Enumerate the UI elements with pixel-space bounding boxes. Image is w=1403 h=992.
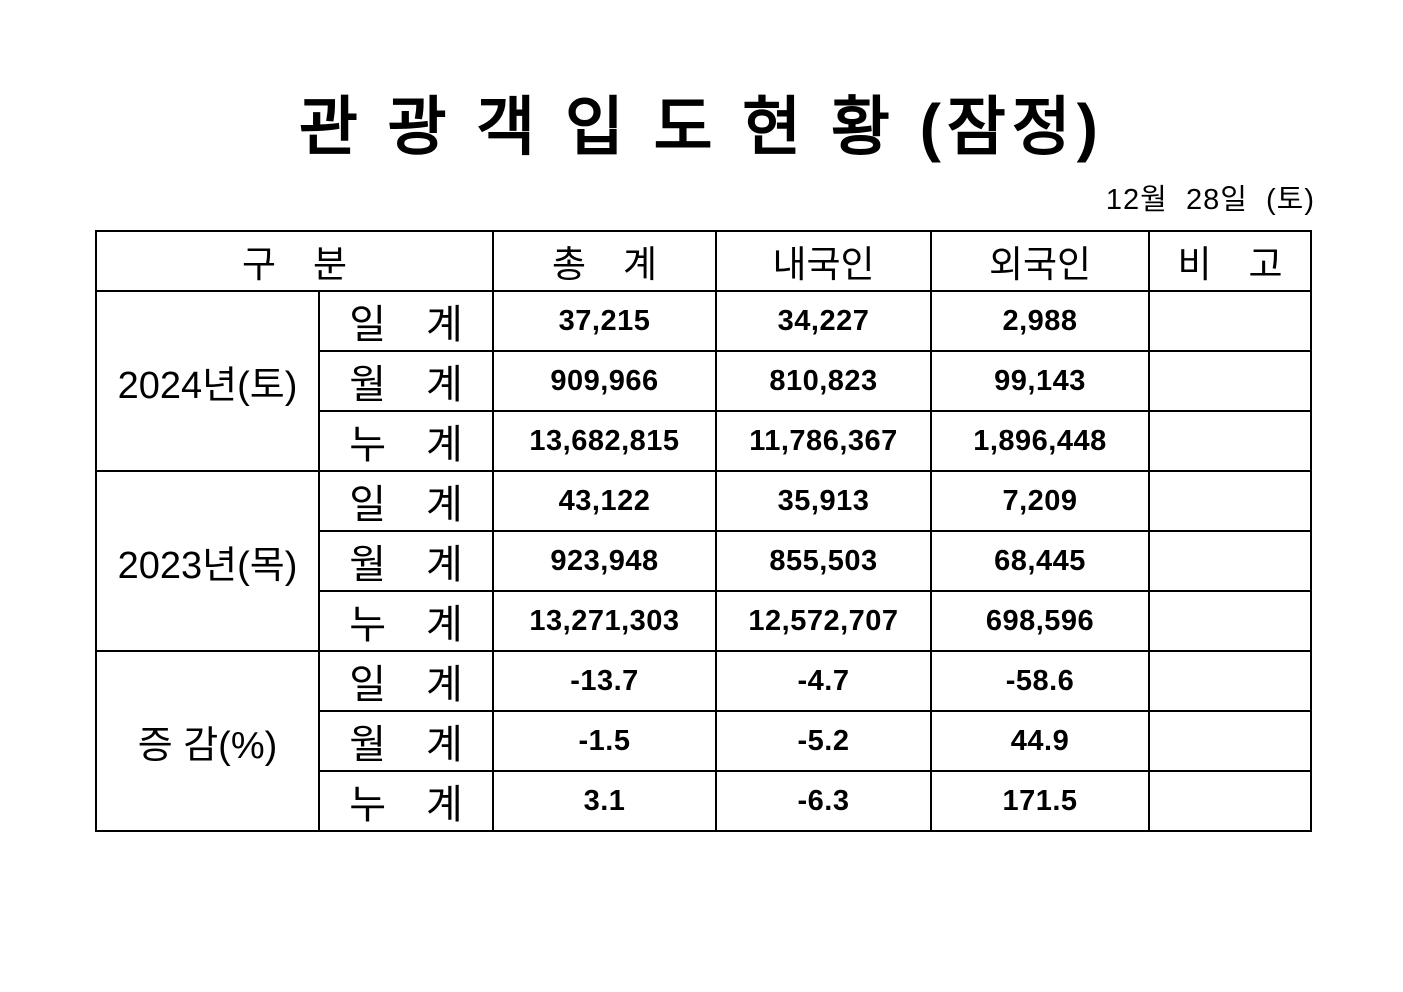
- cell-total: 923,948: [492, 530, 717, 592]
- cell-foreign: 68,445: [930, 530, 1150, 592]
- cell-total: 909,966: [492, 350, 717, 412]
- cell-domestic: 855,503: [715, 530, 932, 592]
- table-row: 2023년(목) 일 계 43,122 35,913 7,209: [95, 470, 1312, 652]
- cell-domestic: -6.3: [715, 770, 932, 832]
- cell-foreign: 171.5: [930, 770, 1150, 832]
- row-label-monthly: 월 계: [318, 530, 494, 592]
- table-row: 월 계 909,966 810,823 99,143: [96, 350, 1312, 412]
- cell-foreign: 2,988: [930, 290, 1150, 352]
- row-label-daily: 일 계: [318, 650, 494, 712]
- cell-domestic: 12,572,707: [715, 590, 932, 652]
- cell-domestic: 11,786,367: [715, 410, 932, 472]
- row-label-daily: 일 계: [318, 290, 494, 352]
- cell-total: 43,122: [492, 470, 717, 532]
- table-row: 누 계 13,682,815 11,786,367 1,896,448: [96, 410, 1312, 472]
- cell-foreign: 99,143: [930, 350, 1150, 412]
- cell-total: 13,682,815: [492, 410, 717, 472]
- row-label-monthly: 월 계: [318, 710, 494, 772]
- cell-foreign: 698,596: [930, 590, 1150, 652]
- cell-remarks: [1148, 710, 1312, 772]
- cell-foreign: 1,896,448: [930, 410, 1150, 472]
- cell-remarks: [1148, 590, 1312, 652]
- header-remarks: 비 고: [1148, 230, 1312, 292]
- cell-remarks: [1148, 770, 1312, 832]
- header-domestic: 내국인: [715, 230, 932, 292]
- table-header-row: 구 분 총 계 내국인 외국인 비 고: [95, 230, 1312, 292]
- table-row: 월 계 923,948 855,503 68,445: [96, 530, 1312, 592]
- page-title: 관 광 객 입 도 현 황 (잠정): [298, 91, 1104, 163]
- table-row: 2024년(토) 일 계 37,215 34,227 2,988: [95, 290, 1312, 472]
- cell-foreign: 7,209: [930, 470, 1150, 532]
- table-row: 증 감(%) 일 계 -13.7 -4.7 -58.6: [95, 650, 1312, 832]
- header-category: 구 분: [95, 230, 494, 292]
- header-total: 총 계: [492, 230, 717, 292]
- row-label-cumulative: 누 계: [318, 770, 494, 832]
- cell-remarks: [1148, 350, 1312, 412]
- header-foreign: 외국인: [930, 230, 1150, 292]
- cell-domestic: 34,227: [715, 290, 932, 352]
- cell-total: 37,215: [492, 290, 717, 352]
- cell-remarks: [1148, 410, 1312, 472]
- cell-foreign: 44.9: [930, 710, 1150, 772]
- group-label-2024: 2024년(토): [95, 290, 320, 472]
- row-label-cumulative: 누 계: [318, 410, 494, 472]
- table-row: 월 계 -1.5 -5.2 44.9: [96, 710, 1312, 772]
- cell-domestic: 35,913: [715, 470, 932, 532]
- cell-remarks: [1148, 650, 1312, 712]
- cell-remarks: [1148, 470, 1312, 532]
- group-label-2023: 2023년(목): [95, 470, 320, 652]
- cell-domestic: -4.7: [715, 650, 932, 712]
- cell-total: -1.5: [492, 710, 717, 772]
- group-label-change: 증 감(%): [95, 650, 320, 832]
- cell-remarks: [1148, 530, 1312, 592]
- row-label-daily: 일 계: [318, 470, 494, 532]
- cell-remarks: [1148, 290, 1312, 352]
- cell-total: 13,271,303: [492, 590, 717, 652]
- cell-total: -13.7: [492, 650, 717, 712]
- tourist-arrivals-table: 구 분 총 계 내국인 외국인 비 고 2024년(토) 일 계 37,215 …: [95, 230, 1312, 832]
- table-row: 누 계 13,271,303 12,572,707 698,596: [96, 590, 1312, 652]
- row-label-cumulative: 누 계: [318, 590, 494, 652]
- table-row: 누 계 3.1 -6.3 171.5: [96, 770, 1312, 832]
- cell-foreign: -58.6: [930, 650, 1150, 712]
- cell-domestic: 810,823: [715, 350, 932, 412]
- report-date: 12월 28일 (토): [1105, 184, 1315, 216]
- cell-domestic: -5.2: [715, 710, 932, 772]
- cell-total: 3.1: [492, 770, 717, 832]
- row-label-monthly: 월 계: [318, 350, 494, 412]
